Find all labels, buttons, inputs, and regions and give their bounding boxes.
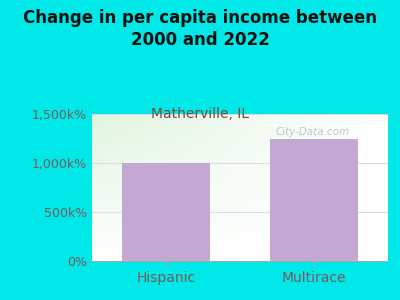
Text: Change in per capita income between
2000 and 2022: Change in per capita income between 2000… bbox=[23, 9, 377, 49]
Bar bbox=[270, 139, 358, 261]
Bar bbox=[122, 163, 210, 261]
Text: City-Data.com: City-Data.com bbox=[276, 127, 350, 136]
Text: Matherville, IL: Matherville, IL bbox=[151, 106, 249, 121]
